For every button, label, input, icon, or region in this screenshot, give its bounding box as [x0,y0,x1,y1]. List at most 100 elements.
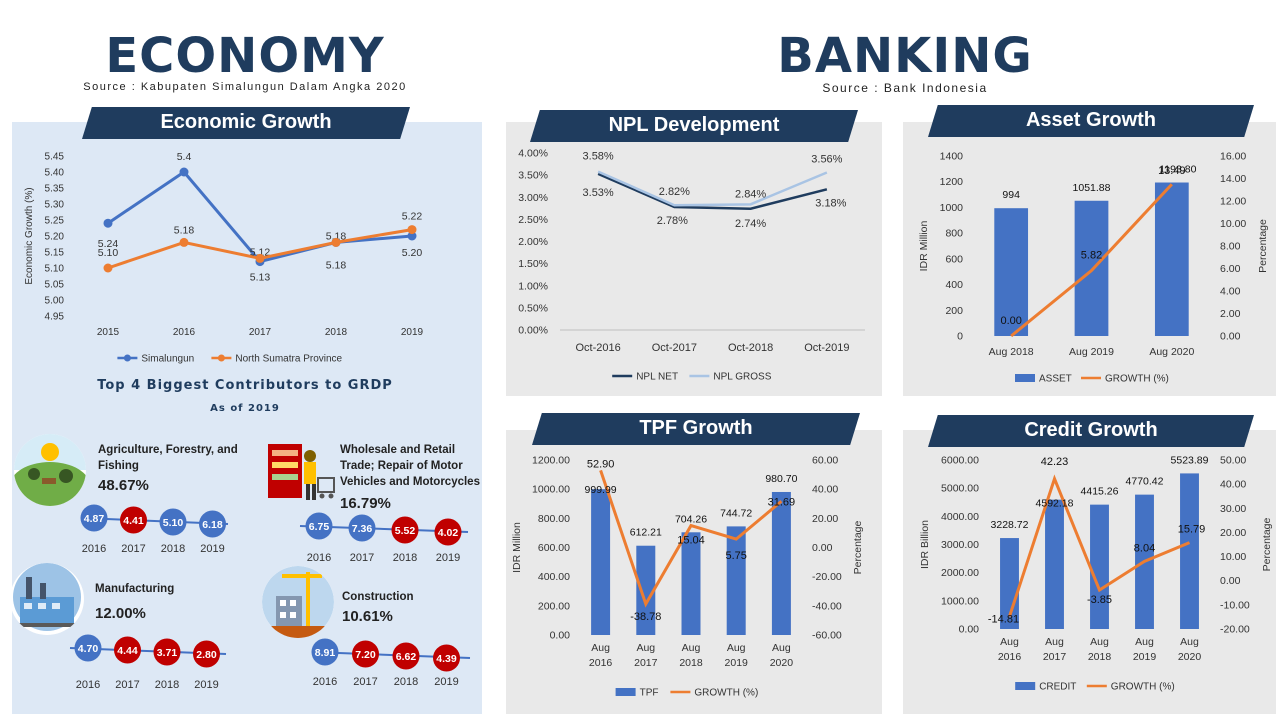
y-tick-label: 3.50% [518,170,548,182]
data-label: 2.84% [735,188,766,200]
bar-value-label: 994 [1002,189,1020,201]
value-bubble-label: 4.41 [123,515,144,527]
growth-value-label: 5.75 [725,550,746,562]
bar-value-label: 704.26 [675,513,707,525]
y-tick-label: 200 [945,305,963,317]
value-bubble-label: 7.36 [352,523,373,535]
contributor-name-construction: Construction [342,591,414,603]
bar-value-label: 612.21 [630,527,662,539]
y-tick-label: 6000.00 [941,455,979,467]
shopping-icon [264,438,336,506]
value-bubble [153,638,181,666]
y-tick-label: 5000.00 [941,483,979,495]
x-tick-label: Aug [1090,636,1109,648]
economy-source: Source : Kabupaten Simalungun Dalam Angk… [83,81,407,93]
data-label: 3.18% [815,197,846,209]
legend-label: ASSET [1039,374,1072,385]
x-tick-label: Aug [772,642,791,654]
data-label: 5.18 [326,230,347,242]
bar [636,545,656,635]
y-tick-label: 0.50% [518,302,548,314]
x-tick-label: 2019 [725,657,749,669]
y-tick-label: 0.00% [518,325,548,337]
year-label: 2019 [436,552,460,564]
y-tick-label: 200.00 [538,600,570,612]
y2-tick-label: 50.00 [1220,455,1246,467]
y-tick-label: 1200.00 [532,455,570,467]
bar-value-label: 5523.89 [1171,454,1209,466]
value-bubble [74,634,102,662]
value-bubble [193,640,220,668]
y2-tick-label: 8.00 [1220,241,1241,253]
growth-line [599,469,783,608]
value-bubble-label: 6.75 [309,521,330,533]
y2-tick-label: 12.00 [1220,196,1246,208]
legend-label: Simalungun [141,354,194,365]
legend-swatch [1015,374,1035,382]
data-label: 2.74% [735,218,766,230]
legend-label: NPL NET [636,372,678,383]
y-tick-label: 5.35 [45,184,65,195]
value-bubble-label: 3.71 [157,647,178,659]
bar-value-label: 980.70 [765,473,797,485]
y-tick-label: 600 [945,253,963,265]
y2-tick-label: 40.00 [812,484,838,496]
value-bubble-label: 2.80 [196,649,217,661]
value-bubble-label: 4.70 [78,643,99,655]
growth-line [1010,183,1173,338]
y2-tick-label: 14.00 [1220,173,1246,185]
y2-tick-label: 4.00 [1220,286,1241,298]
tpf-banner: TPF Growth [532,413,860,445]
y-tick-label: 5.30 [45,200,65,211]
value-bubble-label: 4.02 [438,527,459,539]
x-tick-label: Aug 2018 [989,346,1034,358]
value-bubble-label: 5.10 [163,517,184,529]
value-bubble [159,508,187,536]
bar [726,526,746,635]
data-label: 2.82% [659,186,690,198]
data-label: 5.24 [98,238,119,250]
value-bubble [114,636,141,664]
y-tick-label: 1000.00 [941,595,979,607]
growth-value-label: -38.78 [630,611,661,623]
bar [681,532,701,635]
year-label: 2016 [307,552,331,564]
series-line [597,170,828,207]
y-tick-label: 3.00% [518,192,548,204]
x-tick-label: Oct-2016 [576,342,621,354]
y2-tick-label: 60.00 [812,455,838,467]
y-tick-label: 400 [945,279,963,291]
y2-axis-label: Percentage [852,520,864,574]
construction-icon [262,566,334,638]
y2-tick-label: 20.00 [812,513,838,525]
bar-value-label: 1193.80 [1159,164,1196,176]
y2-tick-label: 6.00 [1220,263,1241,275]
legend-label: GROWTH (%) [1105,374,1169,385]
y2-tick-label: 30.00 [1220,503,1246,515]
y-tick-label: 3000.00 [941,539,979,551]
asset-banner: Asset Growth [928,105,1254,137]
value-bubble [434,518,462,546]
value-bubble-label: 7.20 [355,649,376,661]
y-tick-label: 5.00 [45,296,65,307]
y-tick-label: 1400 [940,151,964,163]
x-tick-label: Oct-2019 [804,342,849,354]
legend-label: CREDIT [1039,682,1076,693]
series-line [597,172,828,211]
npl-panel [506,122,882,396]
growth-value-label: -3.85 [1087,594,1112,606]
data-label: 5.13 [250,271,271,283]
value-bubble-label: 8.91 [315,647,336,659]
y-tick-label: 4000.00 [941,511,979,523]
y-tick-label: 1000 [940,202,964,214]
economy-panel [12,122,482,714]
value-bubble [199,510,226,538]
year-label: 2016 [82,543,106,555]
year-label: 2017 [353,676,377,688]
contributors-subtitle: As of 2019 [210,403,280,414]
economic-growth-banner: Economic Growth [82,107,410,139]
y-tick-label: 2.00% [518,236,548,248]
y2-tick-label: -10.00 [1220,599,1250,611]
x-tick-label: Aug [1135,636,1154,648]
